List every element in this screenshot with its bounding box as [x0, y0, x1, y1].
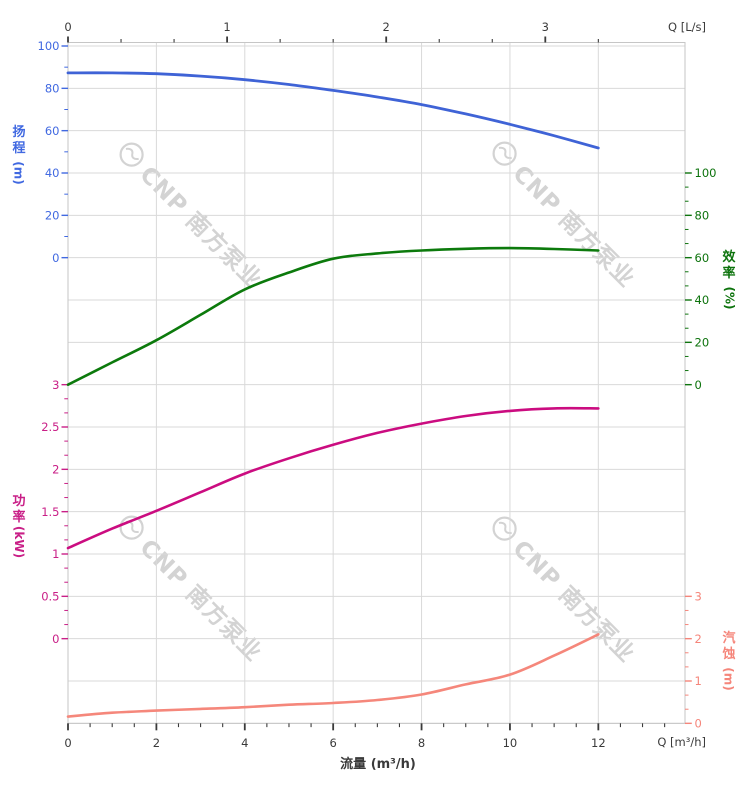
svg-text:60: 60 [695, 251, 710, 265]
svg-text:3: 3 [542, 20, 549, 34]
svg-text:1: 1 [52, 547, 59, 561]
x-axis-top: 0 1 2 3 [64, 20, 599, 43]
svg-text:20: 20 [695, 336, 710, 350]
svg-text:6: 6 [330, 736, 337, 750]
npsh-axis-unit: (m) [722, 667, 737, 691]
svg-text:100: 100 [38, 39, 60, 53]
bottom-axis-unit-label: Q [m³/h] [657, 735, 706, 749]
head-curve [66, 71, 600, 150]
svg-text:3: 3 [695, 590, 702, 604]
head-axis: 100 80 60 40 20 0 [38, 39, 68, 265]
cnp-logo-icon [492, 141, 517, 166]
svg-text:3: 3 [52, 378, 59, 392]
power-axis-unit: (kW) [12, 526, 26, 559]
svg-text:0: 0 [695, 717, 702, 731]
svg-text:0: 0 [52, 632, 59, 646]
svg-text:80: 80 [695, 209, 710, 223]
cnp-logo-icon [119, 142, 144, 167]
svg-text:0.5: 0.5 [41, 590, 59, 604]
npsh-axis: 3 2 1 0 [685, 590, 702, 731]
grid [68, 42, 685, 724]
power-axis: 3 2.5 2 1.5 1 0.5 0 [41, 378, 68, 646]
svg-text:2: 2 [153, 736, 160, 750]
top-axis-unit-label: Q [L/s] [668, 20, 706, 34]
svg-text:0: 0 [695, 378, 702, 392]
watermark: CNP 南方泵业 [483, 507, 644, 668]
power-axis-title-text: 功率 [12, 494, 26, 525]
npsh-curve [66, 633, 600, 718]
svg-text:0: 0 [64, 20, 71, 34]
svg-text:80: 80 [45, 82, 60, 96]
watermark: CNP 南方泵业 [110, 133, 271, 294]
svg-text:2: 2 [383, 20, 390, 34]
power-axis-title: 功率 (kW) [9, 494, 29, 558]
npsh-axis-title-text: 汽蚀 [722, 631, 736, 662]
eff-axis: 100 80 60 40 20 0 [685, 166, 716, 392]
head-axis-unit: (m) [12, 161, 27, 185]
svg-text:1: 1 [695, 674, 702, 688]
eff-axis-title-text: 效率 [722, 250, 736, 281]
svg-text:2: 2 [52, 463, 59, 477]
eff-axis-unit: (%) [722, 286, 736, 310]
eff-curve [66, 246, 600, 386]
svg-text:60: 60 [45, 124, 60, 138]
svg-text:2: 2 [695, 632, 702, 646]
flow-axis-title: 流量 (m³/h) [340, 757, 416, 772]
npsh-axis-title: 汽蚀 (m) [719, 631, 739, 691]
plot-frame [67, 42, 686, 724]
eff-axis-title: 效率 (%) [719, 250, 739, 310]
svg-text:1: 1 [223, 20, 230, 34]
svg-text:2.5: 2.5 [41, 420, 59, 434]
svg-text:40: 40 [695, 293, 710, 307]
svg-text:10: 10 [503, 736, 518, 750]
head-axis-title: 扬程 (m) [9, 125, 29, 185]
svg-text:20: 20 [45, 209, 60, 223]
svg-text:100: 100 [695, 166, 717, 180]
power-curve [66, 406, 600, 550]
svg-text:40: 40 [45, 166, 60, 180]
cnp-logo-icon [492, 516, 517, 541]
head-axis-title-text: 扬程 [12, 125, 26, 156]
svg-text:0: 0 [52, 251, 59, 265]
svg-text:1.5: 1.5 [41, 505, 59, 519]
watermark: CNP 南方泵业 [483, 132, 644, 293]
svg-text:12: 12 [591, 736, 606, 750]
x-axis-bottom: 0 2 4 6 8 10 12 [64, 723, 666, 750]
svg-text:0: 0 [64, 736, 71, 750]
svg-text:8: 8 [418, 736, 425, 750]
svg-text:4: 4 [241, 736, 248, 750]
